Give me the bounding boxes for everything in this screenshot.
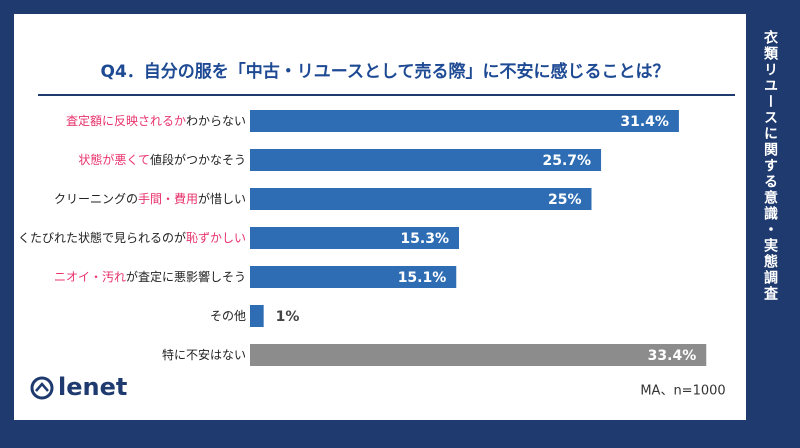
value-label: 15.1% [398,270,447,286]
category-part: 特に不安はない [162,347,246,362]
bar [250,227,459,249]
bar [250,305,264,327]
category-part: 査定額に反映されるか [66,113,186,128]
chart-title: Q4．自分の服を「中古・リユースとして売る際」に不安に感じることは？ [101,61,670,82]
category-label: くたびれた状態で見られるのが恥ずかしい [18,230,246,245]
category-label: 状態が悪くて値段がつかなそう [78,152,246,167]
bar [250,188,592,210]
bar [250,110,679,132]
category-label: その他 [210,309,246,323]
value-label: 25% [548,192,582,208]
category-label: 特に不安はない [162,347,246,362]
category-part: わからない [186,114,246,128]
brand: lenet [58,373,127,401]
value-label: 15.3% [400,231,449,247]
note: MA、n=1000 [640,384,725,399]
bar [250,344,707,366]
bar [250,266,457,288]
category-part: その他 [210,309,246,323]
category-label: クリーニングの手間・費用が惜しい [54,191,246,206]
value-label: 1% [276,309,300,325]
category-part: 恥ずかしい [186,231,246,245]
category-part: ニオイ・汚れ [54,270,126,284]
logo-hanger [35,382,49,392]
category-part: が惜しい [198,191,246,206]
category-part: が査定に悪影響しそう [126,269,246,284]
category-label: ニオイ・汚れが査定に悪影響しそう [54,269,246,284]
category-part: クリーニングの [54,192,138,206]
side-title: 衣類リユースに関する意識・実態調査 [762,29,779,302]
bar [250,149,602,171]
logo-icon [30,376,54,400]
value-label: 25.7% [542,153,591,169]
category-part: くたびれた状態で見られるのが [18,230,186,245]
category-part: 値段がつかなそう [150,152,246,167]
category-part: 状態が悪くて [78,152,150,167]
value-label: 33.4% [648,348,697,364]
category-label: 査定額に反映されるかわからない [66,113,246,128]
value-label: 31.4% [620,114,669,130]
category-part: 手間・費用 [138,191,198,206]
